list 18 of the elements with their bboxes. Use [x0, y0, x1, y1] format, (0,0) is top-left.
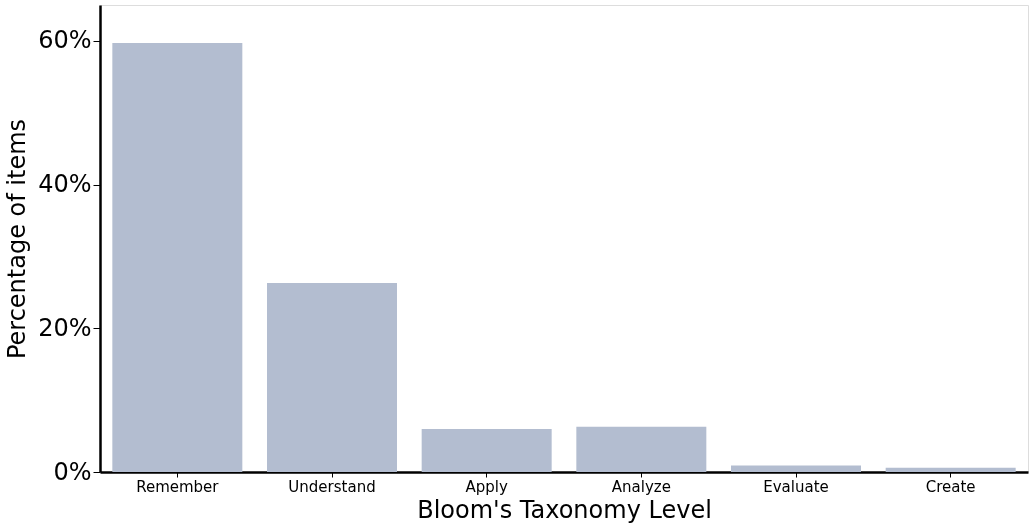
x-tick-label: Analyze [611, 477, 671, 496]
bar [731, 465, 861, 472]
bar [576, 426, 707, 472]
y-tick-label: 60% [38, 26, 92, 55]
y-axis-title: Percentage of items [3, 118, 32, 360]
x-tick-label: Understand [288, 477, 376, 496]
x-tick-label: Create [925, 477, 976, 496]
y-tick-label: 20% [38, 313, 92, 342]
bar [421, 428, 552, 472]
x-axis-title: Bloom's Taxonomy Level [417, 495, 712, 524]
bar [112, 43, 243, 472]
y-tick-label: 0% [53, 457, 92, 486]
x-tick-label: Apply [465, 477, 508, 496]
bar [885, 467, 1016, 472]
y-tick-label: 40% [38, 170, 92, 199]
x-tick-label: Remember [136, 477, 220, 496]
x-tick-label: Evaluate [763, 477, 829, 496]
bar [267, 283, 397, 472]
